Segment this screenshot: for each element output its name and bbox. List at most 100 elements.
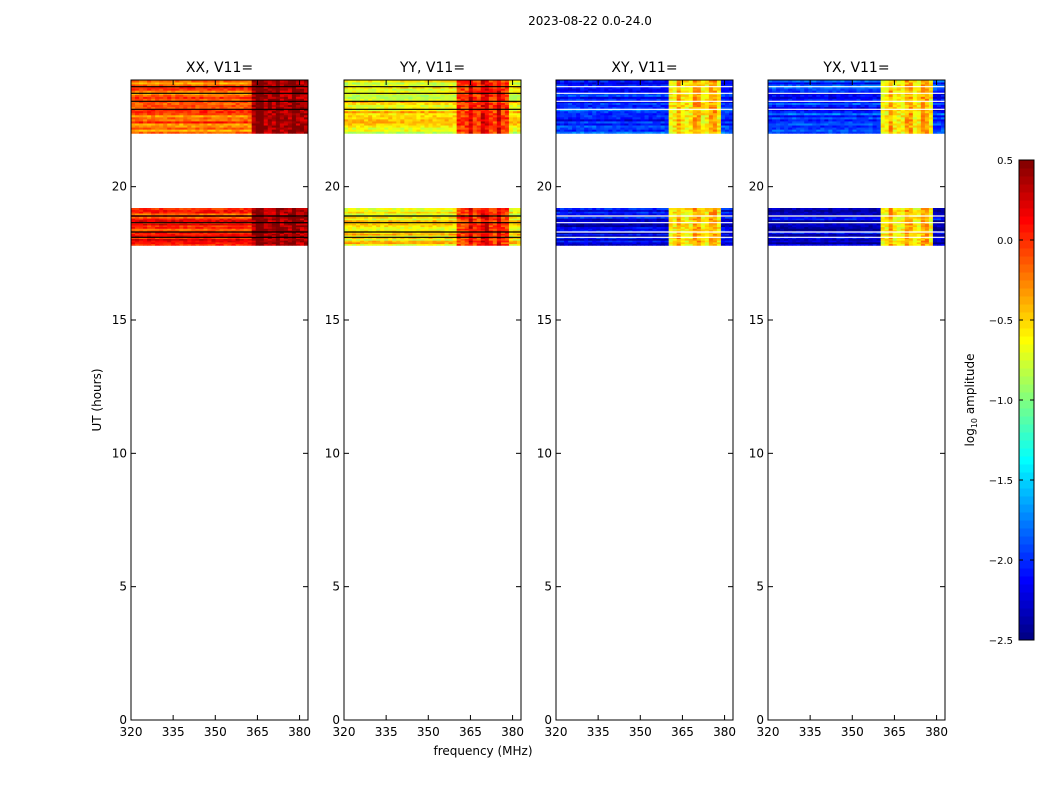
heatmap-cell	[644, 226, 649, 229]
heatmap-cell	[516, 106, 522, 110]
heatmap-cell	[303, 131, 309, 134]
heatmap-cell	[167, 114, 172, 118]
heatmap-cell	[456, 125, 462, 128]
heatmap-cell	[392, 218, 397, 221]
heatmap-cell	[488, 127, 494, 130]
heatmap-cell	[151, 127, 156, 130]
heatmap-cell	[235, 224, 241, 228]
heatmap-cell	[151, 88, 156, 91]
heatmap-cell	[600, 223, 605, 226]
heatmap-cell	[388, 209, 393, 212]
heatmap-cell	[287, 228, 293, 231]
heatmap-cell	[392, 238, 397, 241]
heatmap-cell	[364, 108, 369, 112]
heatmap-cell	[207, 235, 212, 238]
heatmap-cell	[255, 218, 261, 221]
heatmap-cell	[267, 243, 273, 246]
heatmap-cell	[259, 243, 265, 246]
heatmap-cell	[408, 129, 413, 132]
heatmap-cell	[219, 108, 224, 112]
heatmap-cell	[235, 127, 241, 130]
heatmap-cell	[155, 102, 160, 106]
heatmap-cell	[408, 216, 413, 219]
heatmap-cell	[199, 238, 204, 241]
heatmap-cell	[464, 84, 470, 87]
heatmap-cell	[372, 121, 377, 124]
heatmap-cell	[191, 121, 196, 124]
heatmap-cell	[131, 209, 136, 212]
heatmap-cell	[712, 224, 718, 228]
heatmap-cell	[404, 243, 409, 246]
heatmap-cell	[572, 233, 577, 236]
heatmap-cell	[251, 112, 257, 116]
heatmap-cell	[207, 211, 212, 214]
heatmap-cell	[195, 114, 200, 118]
heatmap-cell	[263, 80, 269, 83]
heatmap-cell	[279, 243, 285, 246]
heatmap-cell	[155, 110, 160, 114]
heatmap-cell	[448, 96, 454, 99]
heatmap-cell	[476, 208, 482, 211]
heatmap-cell	[199, 86, 204, 89]
heatmap-cell	[452, 80, 458, 83]
heatmap-cell	[344, 240, 349, 243]
heatmap-cell	[468, 118, 474, 122]
heatmap-cell	[448, 216, 454, 219]
heatmap-cell	[680, 243, 686, 246]
heatmap-cell	[596, 228, 601, 231]
heatmap-cell	[448, 243, 454, 246]
heatmap-cell	[227, 127, 232, 130]
heatmap-cell	[716, 230, 722, 233]
heatmap-cell	[344, 88, 349, 91]
heatmap-cell	[163, 129, 168, 132]
heatmap-cell	[211, 82, 216, 85]
heatmap-cell	[239, 228, 245, 231]
heatmap-cell	[384, 98, 389, 101]
heatmap-cell	[416, 110, 421, 114]
heatmap-cell	[283, 243, 289, 246]
heatmap-cell	[460, 106, 466, 110]
heatmap-cell	[508, 104, 514, 108]
heatmap-cell	[704, 240, 710, 243]
heatmap-cell	[388, 231, 393, 234]
heatmap-cell	[291, 121, 297, 124]
heatmap-cell	[227, 223, 232, 226]
heatmap-cell	[283, 102, 289, 106]
heatmap-cell	[143, 90, 148, 93]
heatmap-cell	[388, 129, 393, 132]
heatmap-cell	[143, 106, 148, 110]
heatmap-cell	[440, 96, 445, 99]
heatmap-cell	[211, 86, 216, 89]
heatmap-cell	[720, 223, 726, 226]
heatmap-cell	[207, 118, 212, 122]
heatmap-cell	[360, 219, 365, 222]
heatmap-cell	[412, 84, 417, 87]
heatmap-cell	[159, 235, 164, 238]
heatmap-cell	[251, 129, 257, 132]
heatmap-cell	[348, 224, 353, 228]
heatmap-cell	[500, 219, 506, 222]
heatmap-cell	[243, 231, 249, 234]
heatmap-cell	[215, 110, 220, 114]
heatmap-cell	[267, 219, 273, 222]
heatmap-cell	[420, 211, 425, 214]
heatmap-cell	[604, 243, 609, 246]
heatmap-cell	[215, 209, 220, 212]
heatmap-cell	[420, 125, 425, 128]
heatmap-cell	[428, 241, 433, 245]
heatmap-cell	[203, 241, 208, 245]
heatmap-cell	[692, 219, 698, 222]
heatmap-cell	[227, 88, 232, 91]
heatmap-cell	[147, 209, 152, 212]
heatmap-cell	[488, 114, 494, 118]
heatmap-cell	[432, 110, 437, 114]
heatmap-cell	[303, 116, 309, 120]
heatmap-cell	[352, 230, 357, 233]
heatmap-cell	[648, 243, 653, 246]
heatmap-cell	[596, 226, 601, 229]
heatmap-cell	[267, 218, 273, 221]
heatmap-cell	[163, 209, 168, 212]
y-tick-label: 20	[325, 180, 340, 194]
heatmap-cell	[664, 224, 670, 228]
heatmap-cell	[368, 213, 373, 216]
